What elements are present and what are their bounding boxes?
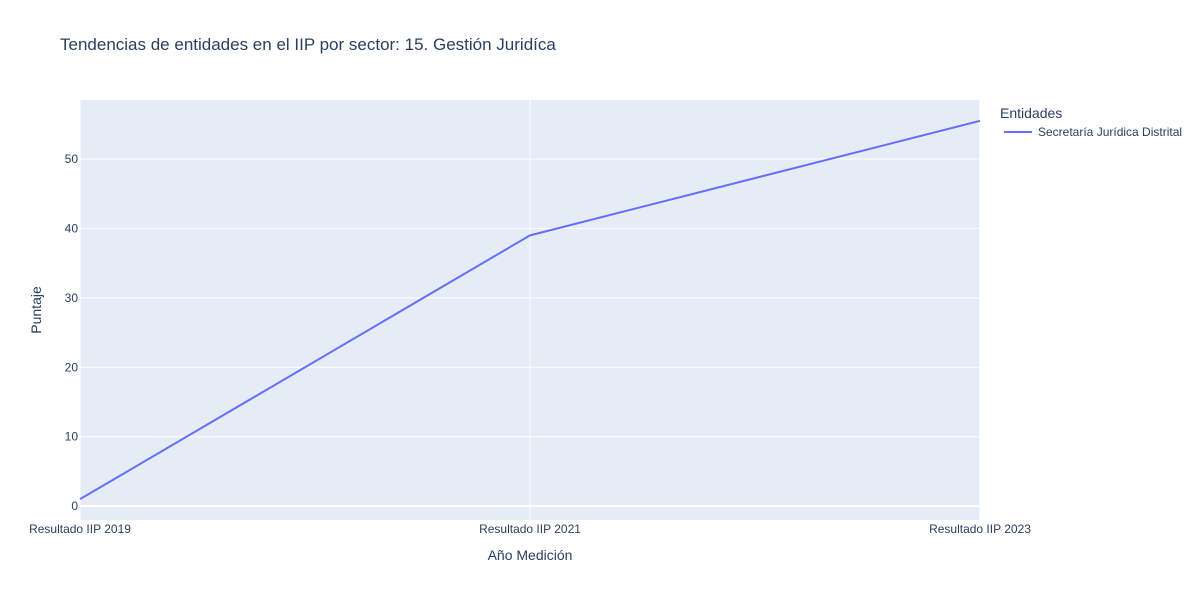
x-axis-ticks: Resultado IIP 2019 Resultado IIP 2021 Resu… <box>29 522 1031 536</box>
x-tick-label: Resultado IIP 2019 <box>29 522 131 536</box>
y-tick-label: 20 <box>65 360 79 374</box>
y-tick-label: 40 <box>65 221 79 235</box>
legend-title: Entidades <box>1000 105 1062 121</box>
legend-label[interactable]: Secretaría Jurídica Distrital <box>1038 125 1182 139</box>
y-axis-title: Puntaje <box>28 286 44 334</box>
y-axis-ticks: 0 10 20 30 40 50 <box>65 152 79 513</box>
legend[interactable]: Entidades Secretaría Jurídica Distrital <box>1000 105 1182 139</box>
series-line <box>79 119 981 501</box>
series-layer <box>79 119 981 501</box>
y-tick-label: 10 <box>65 430 79 444</box>
x-axis-title: Año Medición <box>488 547 573 563</box>
x-tick-label: Resultado IIP 2023 <box>929 522 1031 536</box>
y-tick-label: 0 <box>71 499 78 513</box>
grid <box>79 100 981 520</box>
legend-items[interactable]: Secretaría Jurídica Distrital <box>1004 125 1182 139</box>
y-tick-label: 30 <box>65 291 79 305</box>
y-tick-label: 50 <box>65 152 79 166</box>
x-tick-label: Resultado IIP 2021 <box>479 522 581 536</box>
chart-title: Tendencias de entidades en el IIP por se… <box>60 35 556 54</box>
